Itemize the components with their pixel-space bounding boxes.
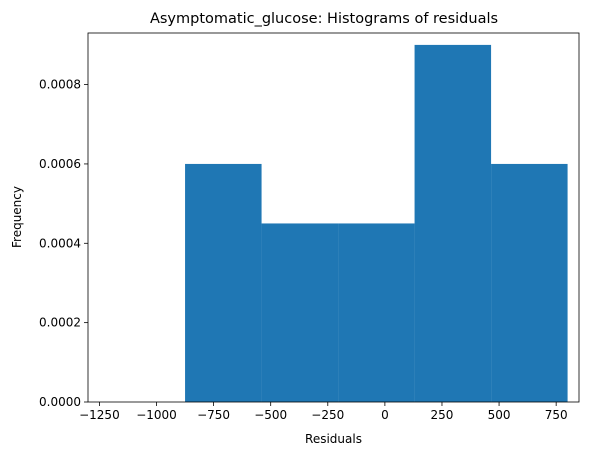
y-tick-label: 0.0004 <box>39 236 81 250</box>
y-tick-label: 0.0002 <box>39 316 81 330</box>
x-tick-label: −500 <box>254 408 287 422</box>
y-tick-label: 0.0006 <box>39 157 81 171</box>
histogram-bar-4 <box>414 44 492 402</box>
x-axis-label: Residuals <box>305 432 362 446</box>
y-tick-label: 0.0000 <box>39 395 81 409</box>
y-tick-label: 0.0008 <box>39 78 81 92</box>
chart-title: Asymptomatic_glucose: Histograms of resi… <box>150 11 498 27</box>
histogram-bar-3 <box>338 223 415 402</box>
x-axis-ticks: −1250 −1000 −750 −500 −250 0 250 500 750 <box>79 402 568 422</box>
y-axis-ticks: 0.0000 0.0002 0.0004 0.0006 0.0008 <box>39 78 88 409</box>
histogram-bar-1 <box>185 163 262 402</box>
x-tick-label: 250 <box>431 408 454 422</box>
x-tick-label: 500 <box>488 408 511 422</box>
histogram-bars <box>185 44 568 402</box>
x-tick-label: −750 <box>197 408 230 422</box>
y-axis-label: Frequency <box>10 186 24 248</box>
x-tick-label: −1250 <box>79 408 120 422</box>
histogram-bar-2 <box>261 223 339 402</box>
x-tick-label: 0 <box>381 408 389 422</box>
plot-frame <box>87 32 580 403</box>
histogram-bar-5 <box>491 163 568 402</box>
x-tick-label: −250 <box>311 408 344 422</box>
x-tick-label: 750 <box>545 408 568 422</box>
x-tick-label: −1000 <box>136 408 177 422</box>
